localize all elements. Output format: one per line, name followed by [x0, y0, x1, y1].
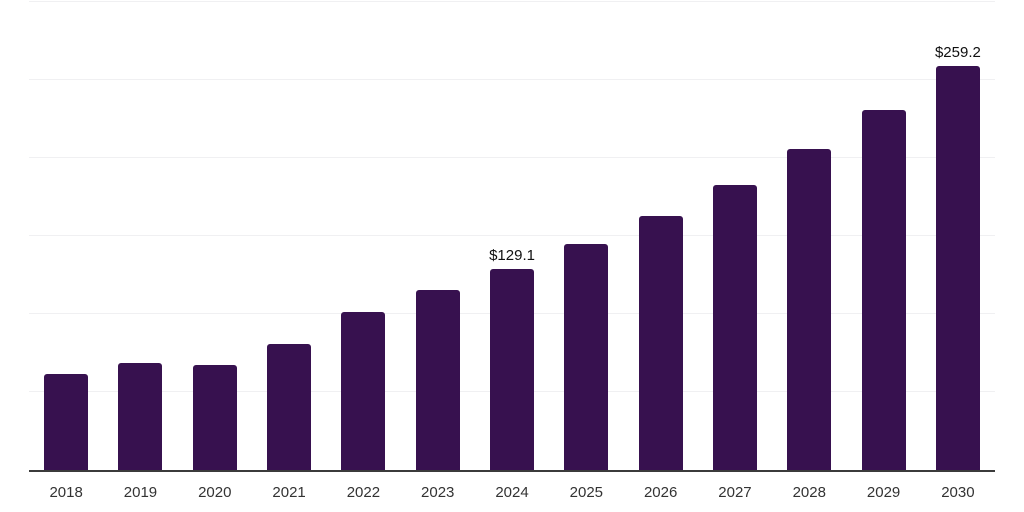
gridline-150 — [29, 235, 995, 236]
bar-group-2027 — [698, 2, 772, 470]
bar-2022[interactable] — [341, 312, 386, 470]
bar-2030[interactable] — [935, 65, 980, 470]
bar-2021[interactable] — [267, 344, 312, 470]
x-axis-tick-labels: 2018 2019 2020 2021 2022 2023 2024 2025 2026 2027… — [29, 472, 995, 501]
gridline-200 — [29, 157, 995, 159]
bar-group-2020 — [178, 2, 252, 470]
x-tick-label-2029: 2029 — [866, 484, 901, 501]
bar-value-label-2024: $129.1 — [489, 246, 535, 264]
bar-group-2030: $259.2 — [921, 2, 995, 470]
bar-group-2026 — [624, 2, 698, 470]
bar-2018[interactable] — [44, 374, 89, 470]
x-tick-label-2030: 2030 — [941, 484, 975, 501]
x-tick-label-2028: 2028 — [792, 484, 826, 501]
bar-group-2028 — [772, 2, 846, 470]
bar-group-2021 — [252, 2, 326, 470]
bar-group-2018 — [29, 2, 103, 470]
bar-2029[interactable] — [861, 109, 906, 470]
bar-group-2029 — [846, 2, 920, 470]
x-tick-label-2019: 2019 — [123, 484, 158, 501]
x-tick-label-2023: 2023 — [421, 484, 455, 501]
bars-container: $129.1 $259.2 — [29, 2, 995, 470]
bar-2019[interactable] — [118, 362, 163, 470]
x-tick-label-2024: 2024 — [495, 484, 529, 501]
bar-2020[interactable] — [192, 364, 237, 470]
x-tick-label-2020: 2020 — [198, 484, 232, 501]
bar-2023[interactable] — [415, 290, 460, 470]
bar-group-2024: $129.1 — [475, 2, 549, 470]
bar-2024[interactable] — [490, 268, 535, 470]
bar-group-2022 — [326, 2, 400, 470]
gridline-300 — [29, 1, 995, 2]
bar-group-2025 — [549, 2, 623, 470]
bar-2027[interactable] — [712, 184, 757, 470]
x-tick-label-2025: 2025 — [569, 484, 604, 501]
bar-group-2019 — [103, 2, 177, 470]
x-tick-label-2027: 2027 — [718, 484, 752, 501]
bar-group-2023 — [401, 2, 475, 470]
bar-2028[interactable] — [787, 149, 832, 470]
bar-value-label-2030: $259.2 — [934, 43, 981, 61]
x-tick-label-2018: 2018 — [49, 484, 83, 501]
bar-2026[interactable] — [638, 215, 683, 470]
x-tick-label-2022: 2022 — [346, 484, 381, 501]
x-tick-label-2021: 2021 — [272, 484, 306, 501]
plot-area: $129.1 $259.2 — [29, 1, 995, 472]
x-tick-label-2026: 2026 — [643, 484, 678, 501]
gridline-250 — [29, 79, 995, 80]
bar-2025[interactable] — [564, 243, 609, 470]
